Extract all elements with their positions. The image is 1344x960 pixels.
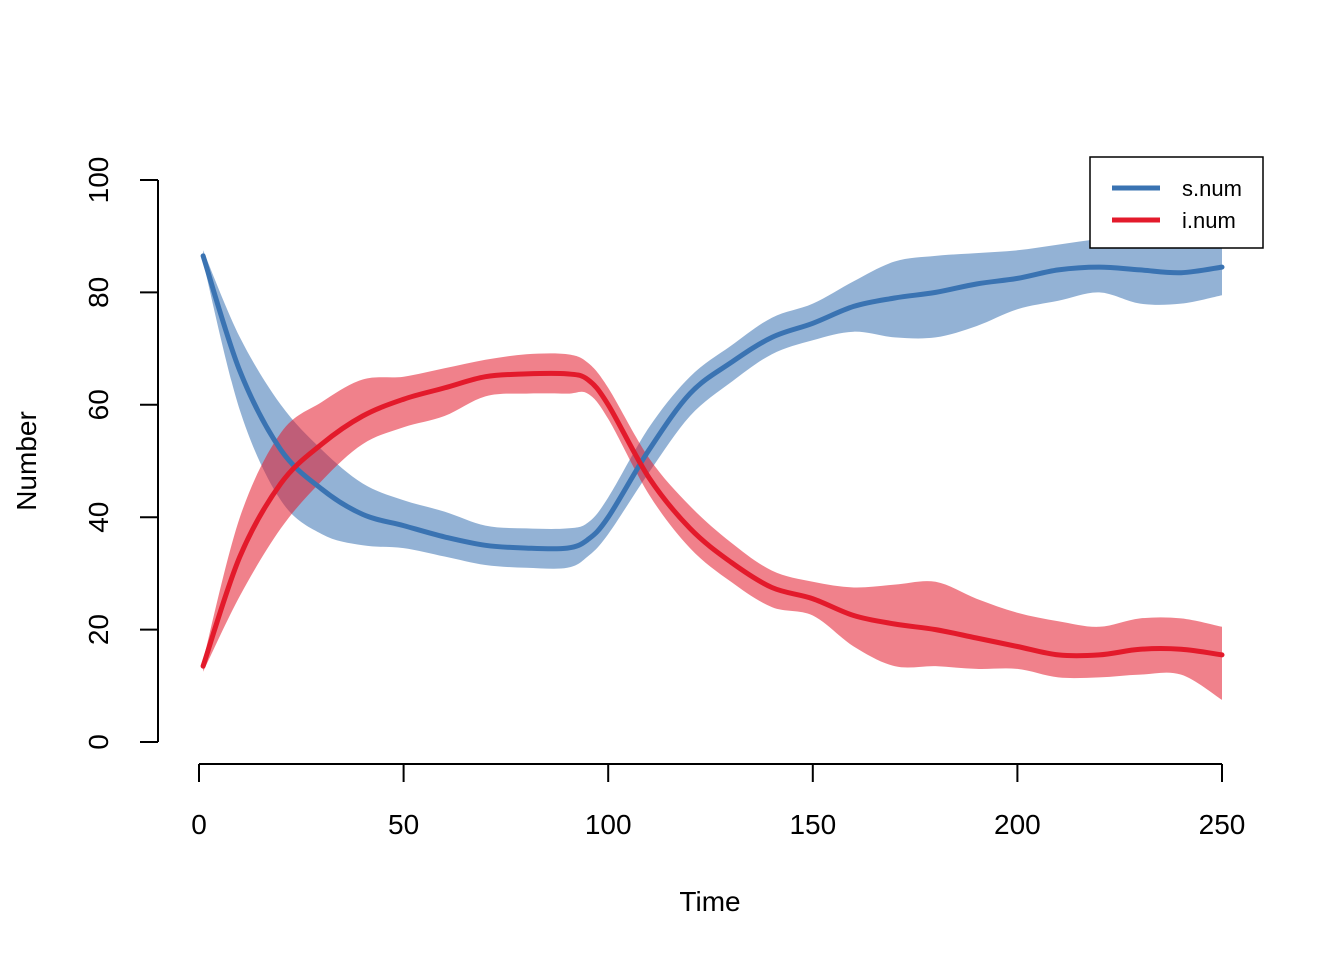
line-i-num	[200, 370, 1225, 669]
legend-label-i-num: i.num	[1182, 208, 1236, 233]
x-tick-label: 250	[1199, 809, 1246, 840]
band-s-num	[203, 233, 1223, 569]
y-axis-title: Number	[11, 411, 42, 511]
y-tick-label: 40	[83, 502, 114, 533]
y-tick-label: 60	[83, 389, 114, 420]
x-tick-label: 100	[585, 809, 632, 840]
x-tick-label: 0	[191, 809, 207, 840]
legend: s.num i.num	[1089, 156, 1264, 249]
x-tick-label: 50	[388, 809, 419, 840]
y-tick-label: 0	[83, 734, 114, 750]
x-tick-label: 200	[994, 809, 1041, 840]
axes: 0 50 100 150 200 250 0 20 40 60 80 100	[83, 157, 1245, 840]
y-tick-label: 100	[83, 157, 114, 204]
x-ticks: 0 50 100 150 200 250	[191, 764, 1245, 840]
line-s-num	[200, 253, 1225, 552]
legend-box	[1089, 156, 1264, 249]
x-tick-label: 150	[789, 809, 836, 840]
confidence-bands	[203, 233, 1223, 700]
legend-label-s-num: s.num	[1182, 176, 1242, 201]
series-lines	[200, 253, 1225, 669]
y-tick-label: 20	[83, 614, 114, 645]
y-ticks: 0 20 40 60 80 100	[83, 157, 158, 750]
x-axis-title: Time	[679, 886, 740, 917]
y-tick-label: 80	[83, 277, 114, 308]
band-i-num	[203, 353, 1223, 700]
